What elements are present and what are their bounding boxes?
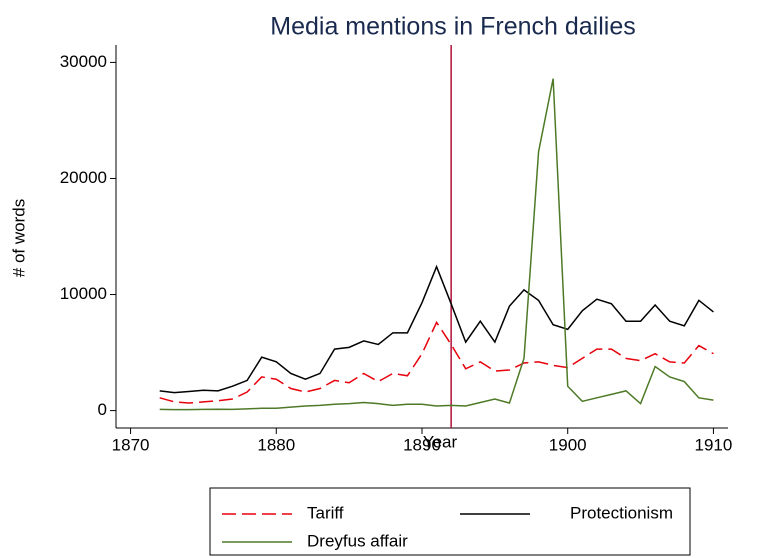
series-line [159, 78, 714, 411]
x-tick-label: 1910 [695, 435, 733, 454]
x-axis-label: Year [423, 432, 458, 451]
y-tick-label: 0 [98, 400, 107, 419]
legend-label: Dreyfus affair [307, 531, 408, 550]
x-tick-label: 1870 [112, 435, 150, 454]
y-axis-label: # of words [9, 199, 28, 277]
series-line [159, 320, 714, 404]
y-tick-label: 30000 [60, 52, 107, 71]
y-tick-label: 20000 [60, 168, 107, 187]
x-tick-label: 1900 [549, 435, 587, 454]
legend-label: Tariff [307, 503, 344, 522]
y-tick-label: 10000 [60, 284, 107, 303]
x-tick-label: 1880 [257, 435, 295, 454]
x-tick-label: 1890 [403, 435, 441, 454]
legend-box [209, 487, 691, 556]
legend-label: Protectionism [570, 503, 673, 522]
chart-title: Media mentions in French dailies [270, 13, 635, 41]
series-line [159, 264, 714, 394]
